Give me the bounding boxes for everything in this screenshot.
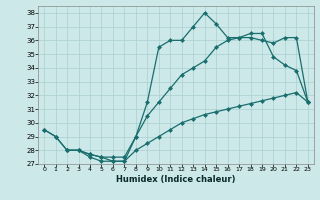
- X-axis label: Humidex (Indice chaleur): Humidex (Indice chaleur): [116, 175, 236, 184]
